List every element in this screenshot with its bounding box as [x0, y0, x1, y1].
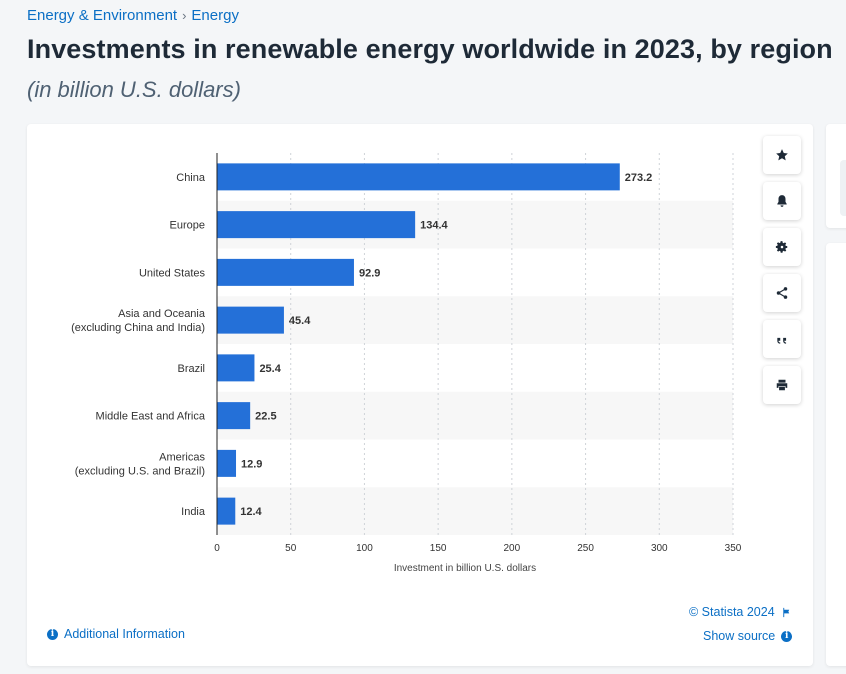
data-label: 134.4 [420, 220, 448, 232]
flag-icon [782, 607, 789, 617]
bar [217, 258, 354, 286]
share-button[interactable] [763, 274, 801, 312]
x-tick-label: 350 [725, 543, 742, 554]
star-icon [776, 149, 788, 161]
additional-information-text: Additional Information [64, 627, 185, 641]
bar [217, 211, 416, 239]
favorite-button[interactable] [763, 136, 801, 174]
bar-chart: 273.2 China 134.4 Europe 92.9 United States 45… [71, 153, 742, 574]
bar [217, 163, 620, 191]
data-label: 25.4 [259, 363, 281, 375]
bar [217, 449, 237, 477]
breadcrumb-separator: › [182, 8, 187, 23]
share-icon [776, 287, 788, 299]
bar [217, 402, 251, 430]
print-button[interactable] [763, 366, 801, 404]
page-subtitle: (in billion U.S. dollars) [27, 77, 241, 102]
copyright-text: © Statista 2024 [689, 605, 775, 619]
data-label: 12.9 [241, 458, 262, 470]
category-label: Brazil [177, 363, 205, 375]
category-label: Asia and Oceania [118, 308, 206, 320]
gear-icon [775, 241, 788, 253]
show-source-link[interactable]: Show source i [703, 629, 793, 643]
category-label: (excluding China and India) [71, 322, 205, 334]
x-tick-label: 150 [430, 543, 447, 554]
breadcrumb: Energy & Environment › Energy [27, 7, 239, 24]
category-label: China [176, 172, 206, 184]
x-tick-label: 300 [651, 543, 668, 554]
info-icon: i [47, 628, 58, 640]
side-panel-top-inner [840, 160, 846, 216]
cite-button[interactable] [763, 320, 801, 358]
breadcrumb-link-energy-environment[interactable]: Energy & Environment [27, 7, 178, 24]
quote-icon [777, 337, 787, 344]
bar [217, 306, 284, 334]
statista-copyright[interactable]: © Statista 2024 [689, 605, 792, 619]
bell-icon [777, 195, 787, 207]
x-tick-label: 0 [214, 543, 220, 554]
bar [217, 497, 236, 525]
x-tick-label: 200 [504, 543, 521, 554]
chart-toolbar [763, 136, 801, 412]
x-tick-label: 250 [577, 543, 594, 554]
print-icon [776, 379, 788, 391]
category-label: Middle East and Africa [96, 411, 206, 423]
data-label: 92.9 [359, 267, 380, 279]
data-label: 22.5 [255, 411, 276, 423]
data-label: 45.4 [289, 315, 311, 327]
data-label: 273.2 [625, 172, 653, 184]
category-label: India [181, 506, 206, 518]
breadcrumb-link-energy[interactable]: Energy [191, 7, 239, 24]
page-title: Investments in renewable energy worldwid… [27, 34, 833, 64]
category-label: (excluding U.S. and Brazil) [75, 465, 205, 477]
category-label: United States [139, 267, 206, 279]
x-tick-label: 100 [356, 543, 373, 554]
info-icon: i [781, 630, 793, 642]
additional-information-link[interactable]: i Additional Information [47, 627, 185, 641]
row-stripe [217, 391, 733, 440]
settings-button[interactable] [763, 228, 801, 266]
side-panel-bottom [826, 243, 846, 666]
notification-button[interactable] [763, 182, 801, 220]
category-label: Europe [170, 220, 205, 232]
x-axis-title: Investment in billion U.S. dollars [394, 563, 536, 574]
category-label: Americas [159, 451, 205, 463]
data-label: 12.4 [240, 506, 262, 518]
show-source-text: Show source [703, 629, 776, 643]
bar [217, 354, 255, 382]
x-tick-label: 50 [285, 543, 297, 554]
row-stripe [217, 296, 733, 344]
row-stripe [217, 487, 733, 535]
